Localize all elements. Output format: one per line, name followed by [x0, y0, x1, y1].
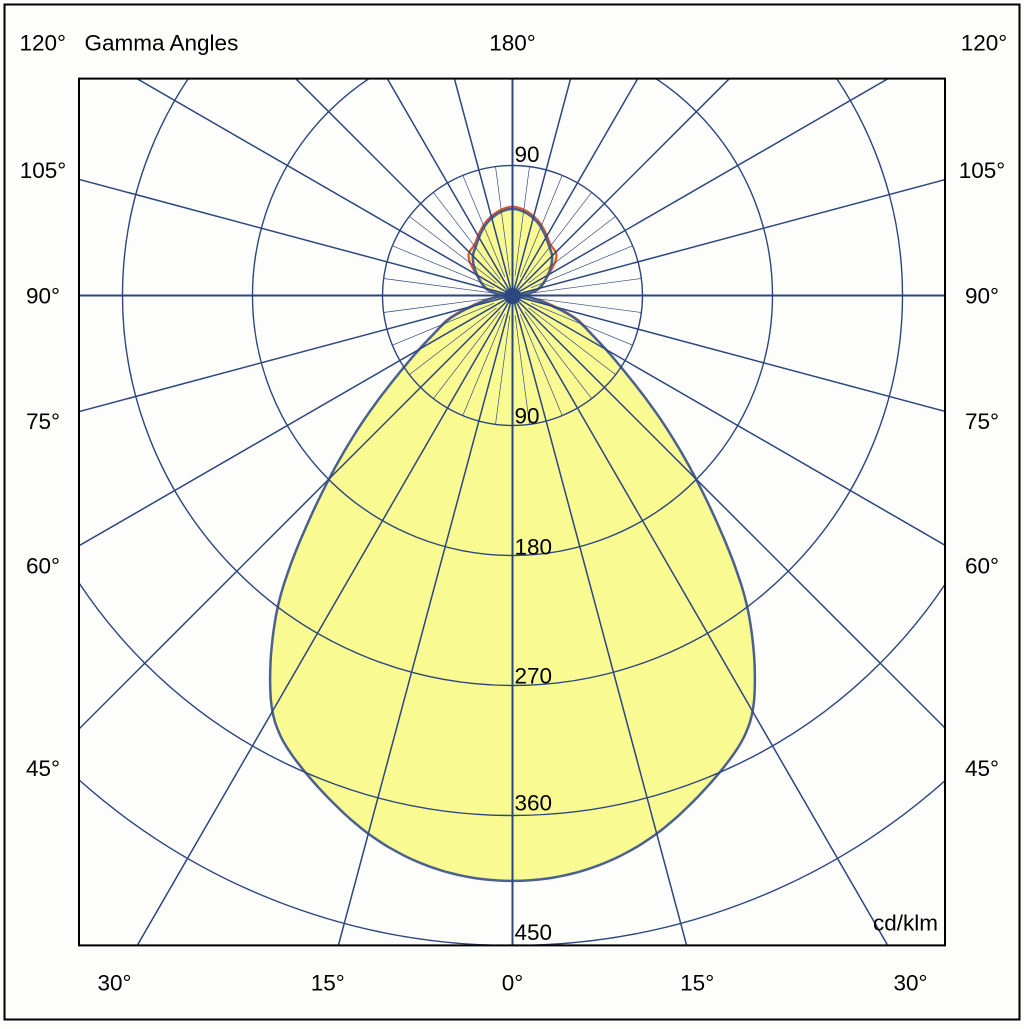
svg-text:30°: 30°	[893, 971, 927, 996]
svg-text:0°: 0°	[502, 971, 524, 996]
svg-text:360: 360	[515, 791, 553, 816]
svg-text:105°: 105°	[959, 158, 1006, 183]
svg-text:60°: 60°	[965, 553, 999, 578]
svg-text:Gamma Angles: Gamma Angles	[85, 31, 239, 56]
svg-text:15°: 15°	[680, 971, 714, 996]
svg-text:180: 180	[515, 535, 553, 560]
svg-text:45°: 45°	[26, 756, 60, 781]
svg-text:60°: 60°	[26, 553, 60, 578]
svg-text:90°: 90°	[26, 284, 60, 309]
svg-text:105°: 105°	[20, 158, 67, 183]
svg-text:30°: 30°	[97, 971, 131, 996]
svg-text:450: 450	[515, 920, 553, 945]
svg-text:120°: 120°	[20, 31, 67, 56]
svg-text:75°: 75°	[26, 409, 60, 434]
svg-text:75°: 75°	[965, 409, 999, 434]
svg-text:120°: 120°	[961, 31, 1008, 56]
svg-text:90°: 90°	[965, 284, 999, 309]
svg-text:90: 90	[515, 142, 540, 167]
svg-text:45°: 45°	[965, 756, 999, 781]
svg-text:180°: 180°	[489, 31, 536, 56]
svg-text:15°: 15°	[311, 971, 345, 996]
svg-text:cd/klm: cd/klm	[873, 911, 938, 936]
svg-text:90: 90	[515, 404, 540, 429]
svg-text:270: 270	[515, 664, 553, 689]
